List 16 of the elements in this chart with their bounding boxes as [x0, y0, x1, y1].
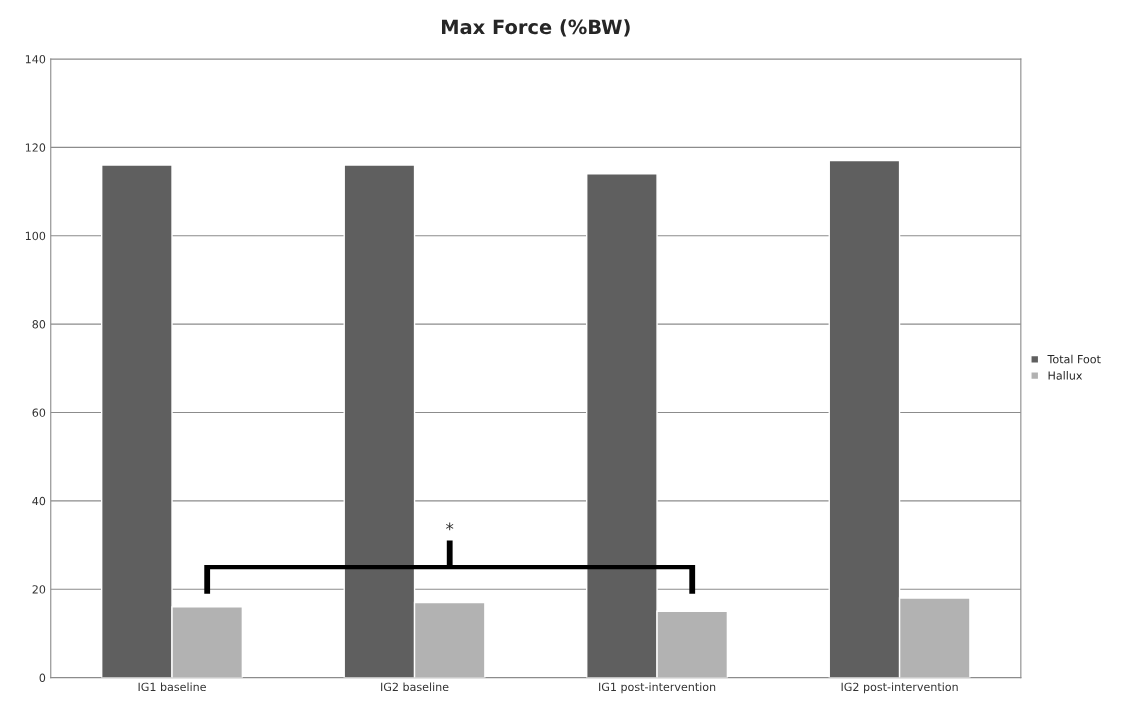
x-tick-label: IG1 post-intervention [599, 682, 716, 694]
y-tick-label: 120 [25, 143, 46, 152]
legend-label: Total Foot [1047, 354, 1101, 364]
y-tick-label: 20 [32, 585, 46, 594]
legend-label: Hallux [1048, 371, 1083, 380]
y-tick-label: 60 [32, 408, 46, 417]
y-tick-label: 80 [32, 320, 46, 329]
chart-title: Max Force (%BW) [442, 19, 630, 37]
y-tick-label: 100 [25, 231, 46, 241]
x-tick-label: IG1 baseline [138, 682, 206, 692]
y-tick-label: 140 [25, 54, 46, 64]
y-tick-label: 0 [39, 673, 46, 682]
x-tick-label: IG2 baseline [381, 682, 449, 692]
x-tick-label: IG2 post-intervention [841, 682, 958, 694]
y-tick-label: 40 [32, 496, 46, 506]
annotation: * [446, 522, 454, 531]
